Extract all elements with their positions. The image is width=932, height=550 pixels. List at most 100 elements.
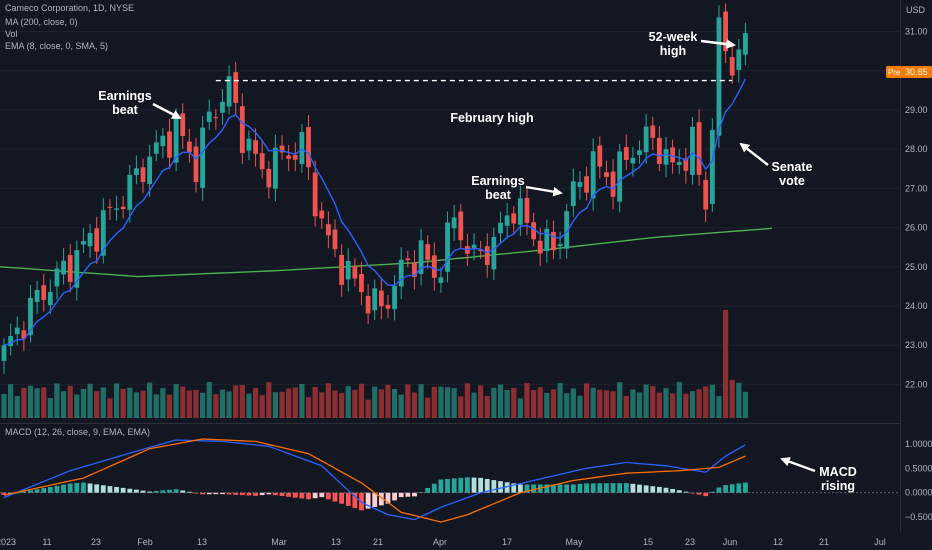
senate-line2: vote xyxy=(779,174,805,188)
macd-histogram-bar xyxy=(67,483,73,493)
candle xyxy=(557,231,563,260)
legend-ma200[interactable]: MA (200, close, 0) xyxy=(5,17,78,27)
candle xyxy=(325,211,331,249)
earnings1-arrow xyxy=(152,102,182,120)
macd-histogram-bar xyxy=(266,492,272,495)
candle-body xyxy=(100,210,106,256)
candle-body xyxy=(81,241,86,245)
time-tick-label: Feb xyxy=(137,537,153,547)
candle-body xyxy=(551,231,556,251)
macd-histogram-bar xyxy=(458,477,464,493)
candle-body xyxy=(392,285,397,310)
legend-macd[interactable]: MACD (12, 26, close, 9, EMA, EMA) xyxy=(5,427,151,437)
volume-bar xyxy=(358,383,365,418)
macd-histogram-bar xyxy=(372,492,378,508)
volume-bar xyxy=(259,395,265,418)
volume-bar xyxy=(464,383,470,418)
candle xyxy=(233,61,239,116)
candle-body xyxy=(167,131,172,158)
candle-body xyxy=(696,122,702,175)
candle-body xyxy=(279,145,285,153)
candle-body xyxy=(312,172,318,217)
week52-line2: high xyxy=(660,44,686,58)
candle-body xyxy=(319,210,325,219)
candle xyxy=(471,233,477,261)
macd-histogram-bar xyxy=(34,489,40,493)
candle-body xyxy=(193,146,199,182)
volume-bar xyxy=(577,395,583,418)
macd-histogram-bar xyxy=(703,492,709,497)
volume-bar xyxy=(305,397,312,418)
volume-bar xyxy=(696,389,702,418)
macd-histogram-bar xyxy=(325,492,331,500)
candle-body xyxy=(87,232,93,247)
candle xyxy=(345,248,351,292)
volume-bar xyxy=(339,393,345,418)
macd-histogram-bar xyxy=(226,492,232,495)
candle-body xyxy=(186,141,192,153)
candle xyxy=(723,3,728,64)
volume-bar xyxy=(603,390,610,418)
candle xyxy=(511,206,517,233)
candle xyxy=(47,279,53,314)
volume-bar xyxy=(636,392,643,418)
volume-bar xyxy=(252,388,259,418)
macd-histogram-bar xyxy=(153,490,159,493)
candle xyxy=(637,140,642,164)
candle-body xyxy=(736,49,742,70)
candle xyxy=(193,138,199,193)
volume-bar xyxy=(127,387,133,418)
price-badge-value: 30.65 xyxy=(905,67,928,77)
candle-body xyxy=(445,222,450,272)
candle xyxy=(259,141,265,179)
candle-body xyxy=(517,198,523,225)
candle-body xyxy=(332,229,338,250)
candle-body xyxy=(140,167,146,183)
volume-bar xyxy=(736,382,742,418)
macd-histogram-bar xyxy=(465,477,470,493)
macd-histogram-bar xyxy=(352,492,358,509)
candle-body xyxy=(670,147,676,163)
price-tick-label: 31.00 xyxy=(905,27,928,37)
candle xyxy=(74,240,80,301)
volume-bar xyxy=(272,392,279,418)
macd-histogram-bar xyxy=(273,492,278,496)
candle xyxy=(498,211,503,244)
candle xyxy=(676,149,682,175)
legend-ema[interactable]: EMA (8, close, 0, SMA, 5) xyxy=(5,41,109,51)
candle xyxy=(643,113,649,164)
macd-histogram-bar xyxy=(134,489,139,493)
candle xyxy=(398,247,404,299)
candle xyxy=(319,202,325,229)
candle xyxy=(524,186,530,236)
candle xyxy=(445,211,450,283)
volume-bar xyxy=(113,383,120,418)
candle xyxy=(531,212,536,247)
candle-body xyxy=(491,236,497,270)
earnings1-line2: beat xyxy=(112,103,139,117)
volume-bar xyxy=(471,392,477,418)
earnings2-line2: beat xyxy=(485,188,512,202)
volume-bar xyxy=(94,391,100,418)
legend-vol[interactable]: Vol xyxy=(5,29,18,39)
volume-bar xyxy=(583,383,590,418)
macd-histogram-bar xyxy=(723,485,728,493)
candle-body xyxy=(385,304,391,309)
macd-histogram-bar xyxy=(557,484,563,493)
volume-bar xyxy=(597,389,603,418)
volume-bar xyxy=(411,392,418,418)
macd-histogram-bar xyxy=(451,478,457,493)
macd-histogram-bar xyxy=(286,492,292,497)
candle-body xyxy=(623,147,629,160)
macd-histogram-bar xyxy=(173,489,179,493)
macd-histogram-bar xyxy=(590,483,596,493)
macd-histogram-bar xyxy=(544,484,550,493)
macd-histogram-bar xyxy=(127,488,133,493)
volume-bar xyxy=(557,383,563,418)
candle xyxy=(604,160,609,185)
volume-bar xyxy=(213,394,219,418)
volume-bar xyxy=(497,384,504,418)
candle xyxy=(120,195,126,219)
macd-histogram-bar xyxy=(87,483,93,493)
macd-histogram-bar xyxy=(312,492,318,499)
